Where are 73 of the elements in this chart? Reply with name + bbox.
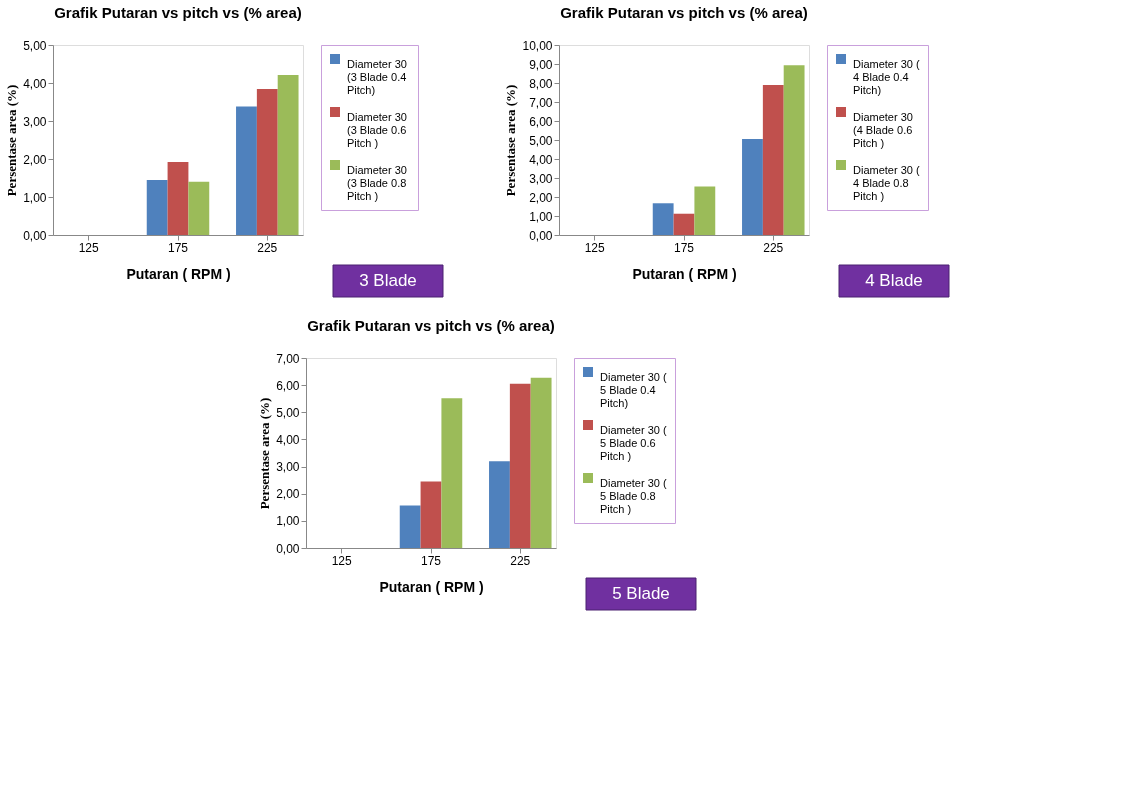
bar xyxy=(530,377,552,548)
chart-title: Grafik Putaran vs pitch vs (% area) xyxy=(307,317,555,334)
y-tick-label: 2,00 xyxy=(23,152,47,167)
y-tick-label: 6,00 xyxy=(529,114,553,129)
x-tick-label: 225 xyxy=(763,240,784,255)
text: 4 Blade xyxy=(865,271,923,290)
y-tick-label: 2,00 xyxy=(529,190,553,205)
y-tick-label: 4,00 xyxy=(23,76,47,91)
bar xyxy=(783,65,805,235)
bar xyxy=(489,461,510,548)
y-tick-label: 3,00 xyxy=(276,460,300,475)
chart-title: Grafik Putaran vs pitch vs (% area) xyxy=(560,4,808,21)
y-tick-label: 5,00 xyxy=(529,133,553,148)
bar xyxy=(146,179,168,235)
chart-title: Grafik Putaran vs pitch vs (% area) xyxy=(54,4,302,21)
x-tick-label: 125 xyxy=(331,553,353,568)
x-tick-label: 175 xyxy=(673,240,695,255)
y-tick-label: 3,00 xyxy=(529,171,553,186)
y-tick-label: 1,00 xyxy=(276,514,300,529)
legend-label: Diameter 30 ( 5 Blade 0.4 Pitch) xyxy=(600,371,667,409)
bar xyxy=(420,481,442,548)
bar xyxy=(441,398,463,548)
text: 3 Blade xyxy=(359,271,417,290)
bar xyxy=(188,181,210,235)
y-tick-label: 5,00 xyxy=(276,405,300,420)
y-tick-label: 1,00 xyxy=(23,190,47,205)
y-axis-title: Persentase area (%) xyxy=(503,84,519,197)
text: 5 Blade xyxy=(612,584,670,603)
legend-label: Diameter 30 (3 Blade 0.4 Pitch) xyxy=(347,58,407,96)
bar xyxy=(509,383,531,548)
legend-label: Diameter 30 ( 5 Blade 0.8 Pitch ) xyxy=(600,477,667,515)
bar xyxy=(742,139,763,235)
x-tick-label: 175 xyxy=(167,240,189,255)
y-tick-label: 0,00 xyxy=(529,228,553,243)
y-tick-label: 7,00 xyxy=(529,95,553,110)
legend-label: Diameter 30 ( 4 Blade 0.4 Pitch) xyxy=(853,58,920,96)
y-tick-label: 4,00 xyxy=(529,152,553,167)
y-tick-label: 0,00 xyxy=(276,541,300,556)
legend-label: Diameter 30 ( 5 Blade 0.6 Pitch ) xyxy=(600,424,667,462)
y-tick-label: 6,00 xyxy=(276,378,300,393)
x-tick-label: 125 xyxy=(78,240,100,255)
bar xyxy=(762,84,784,235)
legend-label: Diameter 30 (3 Blade 0.8 Pitch ) xyxy=(347,164,407,202)
x-tick-label: 225 xyxy=(510,553,531,568)
bar xyxy=(277,75,299,235)
x-tick-label: 175 xyxy=(420,553,442,568)
y-tick-label: 2,00 xyxy=(276,487,300,502)
bar xyxy=(652,203,674,235)
y-tick-label: 8,00 xyxy=(529,76,553,91)
legend-label: Diameter 30 (3 Blade 0.6 Pitch ) xyxy=(347,111,407,149)
x-axis-title: Putaran ( RPM ) xyxy=(126,265,231,282)
y-axis-title: Persentase area (%) xyxy=(4,84,20,197)
bar xyxy=(167,162,189,235)
y-tick-label: 9,00 xyxy=(529,57,553,72)
bar xyxy=(673,213,695,235)
legend-label: Diameter 30 (4 Blade 0.6 Pitch ) xyxy=(853,111,913,149)
y-tick-label: 1,00 xyxy=(529,209,553,224)
y-tick-label: 10,00 xyxy=(522,38,553,53)
bar xyxy=(256,89,278,235)
x-axis-title: Putaran ( RPM ) xyxy=(632,265,737,282)
bar xyxy=(694,186,716,235)
y-tick-label: 7,00 xyxy=(276,351,300,366)
bar xyxy=(236,106,257,235)
legend-label: Diameter 30 ( 4 Blade 0.8 Pitch ) xyxy=(853,164,920,202)
x-tick-label: 225 xyxy=(257,240,278,255)
y-tick-label: 5,00 xyxy=(23,38,47,53)
x-axis-title: Putaran ( RPM ) xyxy=(379,578,484,595)
y-axis-title: Persentase area (%) xyxy=(257,397,273,510)
y-tick-label: 3,00 xyxy=(23,114,47,129)
bar xyxy=(399,505,421,548)
y-tick-label: 4,00 xyxy=(276,432,300,447)
y-tick-label: 0,00 xyxy=(23,228,47,243)
x-tick-label: 125 xyxy=(584,240,606,255)
